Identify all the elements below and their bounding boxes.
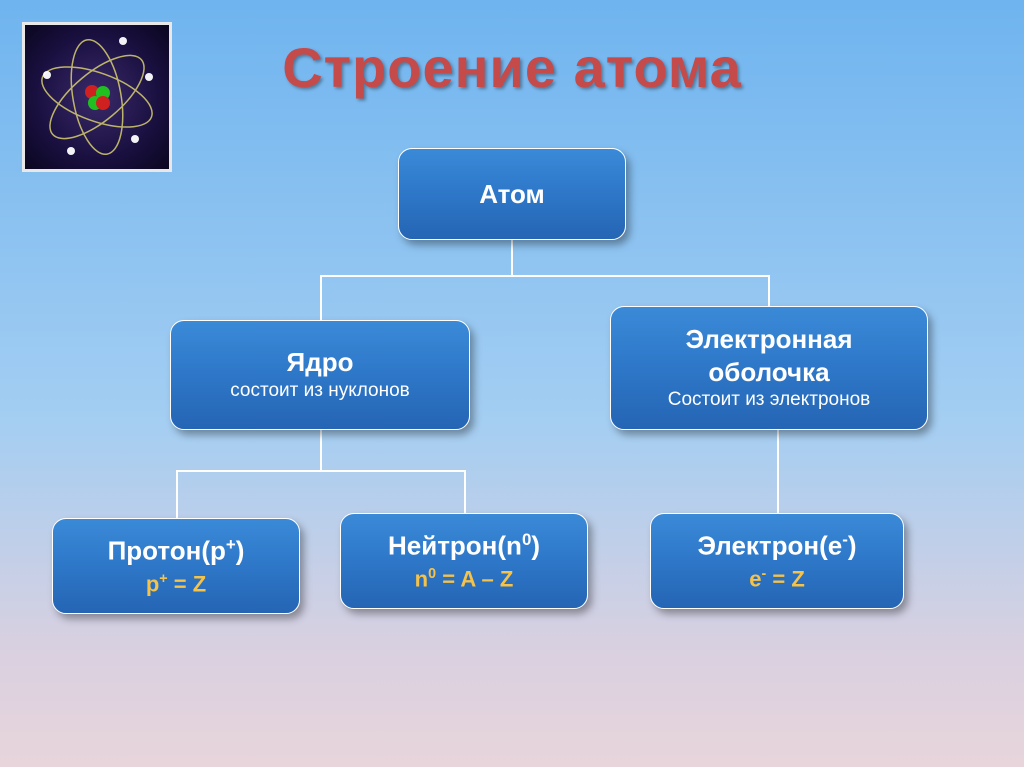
node-nucleus: Ядро состоит из нуклонов: [170, 320, 470, 430]
page-title: Строение атома: [0, 35, 1024, 100]
node-neutron-label: Нейтрон(n0): [388, 529, 540, 562]
connector: [464, 470, 466, 513]
node-electron: Электрон(e-) e- = Z: [650, 513, 904, 609]
node-proton-formula: p+ = Z: [146, 571, 206, 597]
hierarchy-chart: Атом Ядро состоит из нуклонов Электронна…: [0, 130, 1024, 750]
node-electron-formula: e- = Z: [749, 566, 805, 592]
node-shell-sub: Состоит из электронов: [668, 388, 871, 413]
connector: [176, 470, 178, 518]
node-proton: Протон(p+) p+ = Z: [52, 518, 300, 614]
node-proton-label: Протон(p+): [108, 534, 245, 567]
node-shell: Электронная оболочка Состоит из электрон…: [610, 306, 928, 430]
connector: [320, 275, 770, 277]
connector: [320, 275, 322, 320]
node-neutron-formula: n0 = A – Z: [415, 566, 514, 592]
node-atom-label: Атом: [479, 178, 545, 211]
node-shell-label: Электронная оболочка: [625, 323, 913, 388]
node-electron-label: Электрон(e-): [697, 529, 856, 562]
connector: [511, 240, 513, 275]
connector: [176, 470, 466, 472]
connector: [320, 430, 322, 470]
connector: [777, 430, 779, 513]
node-atom: Атом: [398, 148, 626, 240]
node-neutron: Нейтрон(n0) n0 = A – Z: [340, 513, 588, 609]
node-nucleus-sub: состоит из нуклонов: [230, 379, 410, 404]
node-nucleus-label: Ядро: [287, 346, 354, 379]
connector: [768, 275, 770, 306]
